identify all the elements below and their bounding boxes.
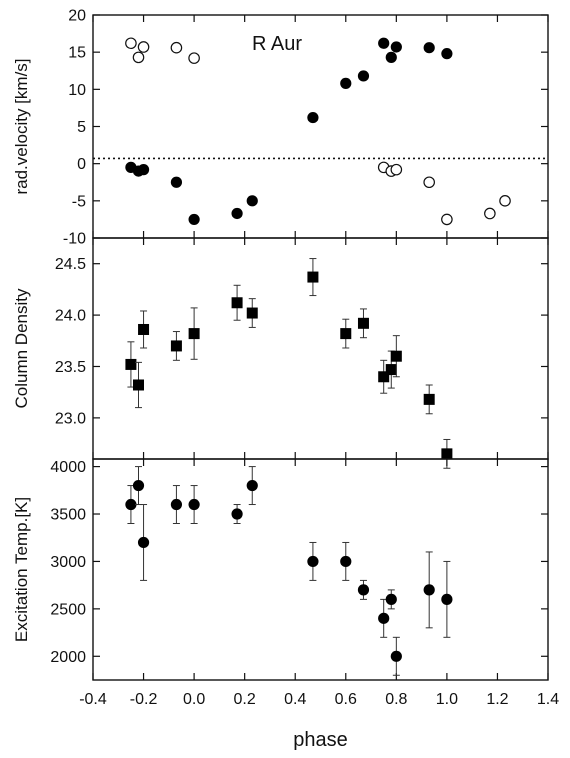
data-point-square [188, 328, 200, 340]
y-tick-label: 15 [68, 45, 86, 62]
data-point [385, 593, 397, 605]
data-point-square [133, 379, 144, 391]
data-point-open [499, 195, 511, 207]
data-point-square [385, 364, 397, 376]
data-point-open [484, 207, 496, 220]
y-tick-label: -5 [72, 193, 86, 210]
y-tick-label: 0 [77, 156, 86, 173]
y-tick-label: 20 [68, 8, 86, 25]
y-axis-title: Excitation Temp.[K] [12, 497, 31, 642]
data-point-square [441, 448, 453, 460]
x-tick-label: 1.0 [436, 691, 458, 708]
data-point [231, 508, 243, 520]
data-point [231, 207, 243, 220]
data-point [246, 479, 258, 492]
x-tick-label: 1.2 [486, 691, 508, 708]
data-point-square [357, 317, 369, 329]
x-tick-label: 0.2 [234, 691, 256, 708]
chart-annotation: R Aur [252, 33, 302, 55]
data-point [188, 213, 200, 226]
data-point-open [188, 52, 200, 64]
y-tick-label: 2500 [50, 601, 86, 618]
data-point [307, 111, 319, 124]
data-point-square [231, 297, 243, 309]
data-point-open [390, 163, 403, 176]
data-point-square [125, 358, 137, 370]
x-tick-label: 1.4 [537, 691, 559, 708]
plot-frame [92, 458, 549, 681]
y-axis-title: Column Density [12, 288, 31, 408]
x-axis-title: phase [293, 729, 348, 751]
data-point [137, 536, 150, 549]
data-point [390, 41, 402, 53]
data-point [423, 42, 435, 54]
data-point-square [246, 307, 258, 319]
y-tick-label: 23.0 [55, 410, 86, 427]
data-point [132, 479, 145, 492]
data-point-open [441, 213, 453, 226]
data-point [390, 650, 402, 662]
panels: -10 -5 0 5 10 15 20 rad.velocity [km/s] R Aur 23.… [12, 8, 559, 709]
data-point-open [170, 41, 183, 54]
data-point-open [137, 41, 150, 53]
panel-1: -10 -5 0 5 10 15 20 rad.velocity [km/s] R Aur [12, 8, 549, 248]
plot-frame [92, 237, 549, 460]
data-point [441, 593, 453, 605]
data-point [125, 498, 137, 511]
y-tick-label: 4000 [50, 459, 86, 476]
data-point [357, 70, 370, 82]
x-tick-label: 0.8 [385, 691, 407, 708]
data-point [137, 164, 150, 176]
data-point [170, 176, 183, 188]
y-tick-label: 3500 [50, 507, 86, 524]
y-tick-label: 24.5 [55, 256, 86, 273]
panel-3: 2000 2500 3000 3500 4000 Excitation Temp.[K] -… [12, 458, 559, 708]
data-point [246, 195, 258, 207]
data-point-square [378, 371, 390, 383]
data-point-square [307, 271, 319, 283]
data-point [357, 584, 370, 596]
y-tick-label: 24.0 [55, 308, 86, 325]
data-point [385, 51, 397, 63]
y-tick-label: 10 [68, 82, 86, 99]
data-point-square [138, 323, 150, 335]
data-point [423, 584, 435, 596]
data-point [188, 498, 200, 511]
x-tick-label: 0.6 [335, 691, 357, 708]
data-point-open [423, 176, 435, 189]
data-point [378, 612, 390, 624]
y-tick-label: 23.5 [55, 359, 86, 376]
data-point-square [423, 393, 435, 405]
y-tick-label: 3000 [50, 554, 86, 571]
x-tick-label: -0.4 [79, 691, 107, 708]
data-point [307, 555, 319, 568]
x-tick-label: 0.4 [284, 691, 306, 708]
y-tick-label: 5 [77, 119, 86, 136]
data-point-open [132, 51, 145, 64]
x-tick-label: -0.2 [130, 691, 158, 708]
panel-2: 23.0 23.5 24.0 24.5 Column Density [12, 237, 549, 469]
data-point [340, 77, 352, 89]
data-point [441, 48, 453, 60]
y-axis-title: rad.velocity [km/s] [12, 58, 31, 194]
data-point-square [340, 328, 352, 340]
data-point [378, 37, 390, 49]
plot-frame [92, 14, 549, 239]
data-point [340, 555, 352, 568]
x-tick-label: 0.0 [183, 691, 205, 708]
data-point-square [170, 340, 182, 352]
data-point-square [390, 350, 402, 362]
data-point [170, 498, 183, 511]
y-tick-label: -10 [63, 231, 86, 248]
y-tick-label: 2000 [50, 649, 86, 666]
data-point-open [125, 37, 137, 50]
